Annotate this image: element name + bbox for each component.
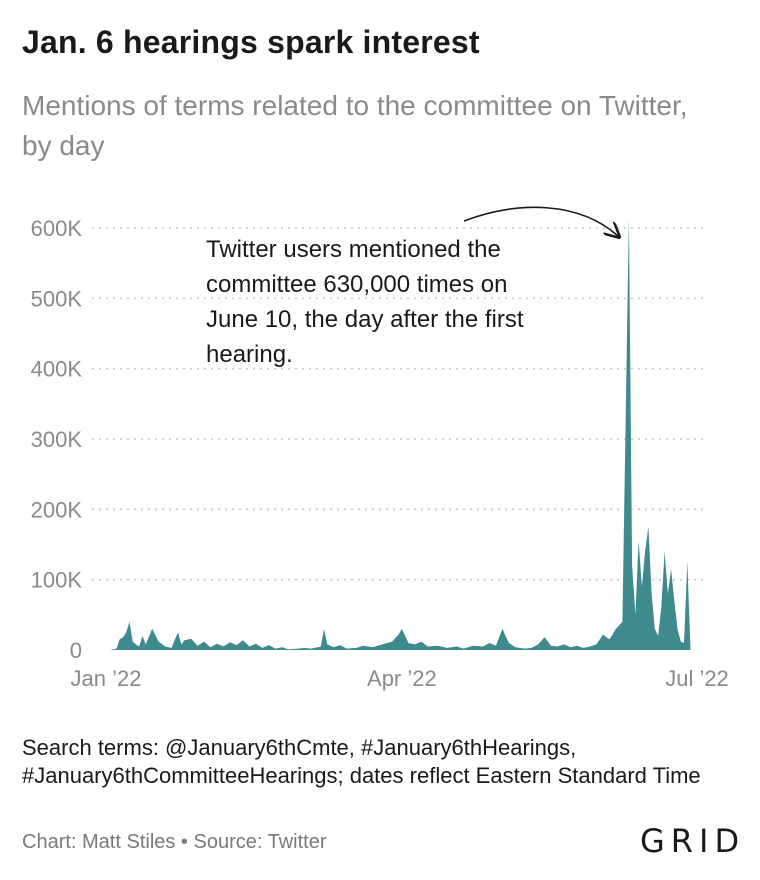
y-tick-label: 100K <box>31 568 83 593</box>
chart-subtitle: Mentions of terms related to the committ… <box>22 86 702 166</box>
peak-annotation: Twitter users mentioned the committee 63… <box>206 232 566 372</box>
grid-logo: GRID <box>640 822 745 860</box>
y-tick-label: 300K <box>31 427 83 452</box>
y-tick-label: 200K <box>31 497 83 522</box>
x-tick-label: Jul ’22 <box>665 666 729 691</box>
chart-title: Jan. 6 hearings spark interest <box>22 24 480 61</box>
y-axis: 0 100K 200K 300K 400K 500K 600K <box>31 216 83 663</box>
x-axis: Jan ’22 Apr ’22 Jul ’22 <box>71 666 729 691</box>
y-tick-label: 500K <box>31 286 83 311</box>
x-tick-label: Apr ’22 <box>367 666 437 691</box>
y-tick-label: 600K <box>31 216 83 241</box>
y-tick-label: 0 <box>70 638 82 663</box>
x-tick-label: Jan ’22 <box>71 666 142 691</box>
chart-credit: Chart: Matt Stiles • Source: Twitter <box>22 831 327 854</box>
search-terms-note: Search terms: @January6thCmte, #January6… <box>22 734 722 790</box>
y-tick-label: 400K <box>31 357 83 382</box>
